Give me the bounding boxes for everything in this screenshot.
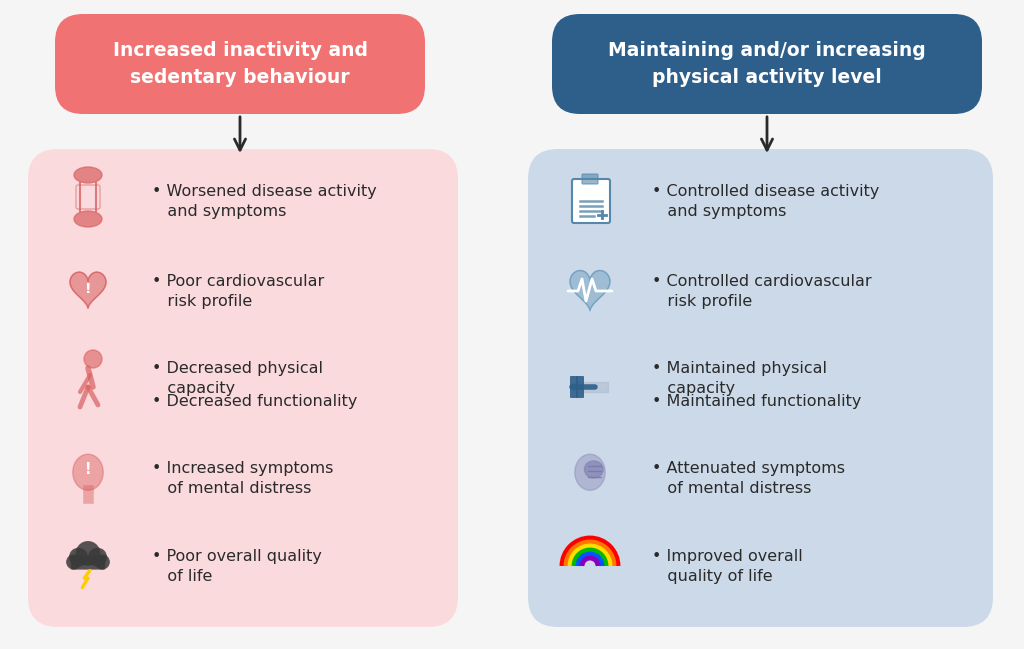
Polygon shape — [70, 272, 106, 308]
Ellipse shape — [574, 454, 605, 490]
Circle shape — [69, 548, 88, 567]
Text: • Improved overall
   quality of life: • Improved overall quality of life — [652, 549, 803, 584]
Text: • Attenuated symptoms
   of mental distress: • Attenuated symptoms of mental distress — [652, 461, 845, 496]
Text: • Poor overall quality
   of life: • Poor overall quality of life — [152, 549, 322, 584]
Text: Increased inactivity and
sedentary behaviour: Increased inactivity and sedentary behav… — [113, 42, 368, 87]
FancyBboxPatch shape — [528, 149, 993, 627]
Text: • Worsened disease activity
   and symptoms: • Worsened disease activity and symptoms — [152, 184, 377, 219]
Ellipse shape — [74, 167, 102, 183]
Polygon shape — [570, 271, 610, 310]
Text: !: ! — [85, 282, 91, 296]
FancyBboxPatch shape — [55, 14, 425, 114]
Circle shape — [84, 350, 102, 368]
Text: • Maintained physical
   capacity: • Maintained physical capacity — [652, 361, 827, 396]
FancyBboxPatch shape — [28, 149, 458, 627]
Text: • Increased symptoms
   of mental distress: • Increased symptoms of mental distress — [152, 461, 334, 496]
Text: • Decreased functionality: • Decreased functionality — [152, 394, 357, 409]
Text: • Decreased physical
   capacity: • Decreased physical capacity — [152, 361, 323, 396]
Circle shape — [76, 541, 100, 566]
Text: • Controlled cardiovascular
   risk profile: • Controlled cardiovascular risk profile — [652, 274, 871, 309]
FancyBboxPatch shape — [572, 179, 610, 223]
Circle shape — [88, 548, 106, 567]
Circle shape — [94, 554, 110, 570]
Text: Maintaining and/or increasing
physical activity level: Maintaining and/or increasing physical a… — [608, 42, 926, 87]
Text: !: ! — [85, 461, 91, 476]
FancyBboxPatch shape — [570, 376, 578, 398]
Circle shape — [67, 554, 81, 570]
Ellipse shape — [585, 461, 603, 478]
FancyBboxPatch shape — [582, 174, 598, 184]
Ellipse shape — [74, 211, 102, 227]
FancyBboxPatch shape — [577, 376, 584, 398]
Ellipse shape — [73, 454, 103, 490]
Text: • Controlled disease activity
   and symptoms: • Controlled disease activity and sympto… — [652, 184, 880, 219]
FancyBboxPatch shape — [71, 556, 105, 570]
Text: • Maintained functionality: • Maintained functionality — [652, 394, 861, 409]
Text: • Poor cardiovascular
   risk profile: • Poor cardiovascular risk profile — [152, 274, 325, 309]
FancyBboxPatch shape — [76, 185, 100, 209]
FancyBboxPatch shape — [552, 14, 982, 114]
